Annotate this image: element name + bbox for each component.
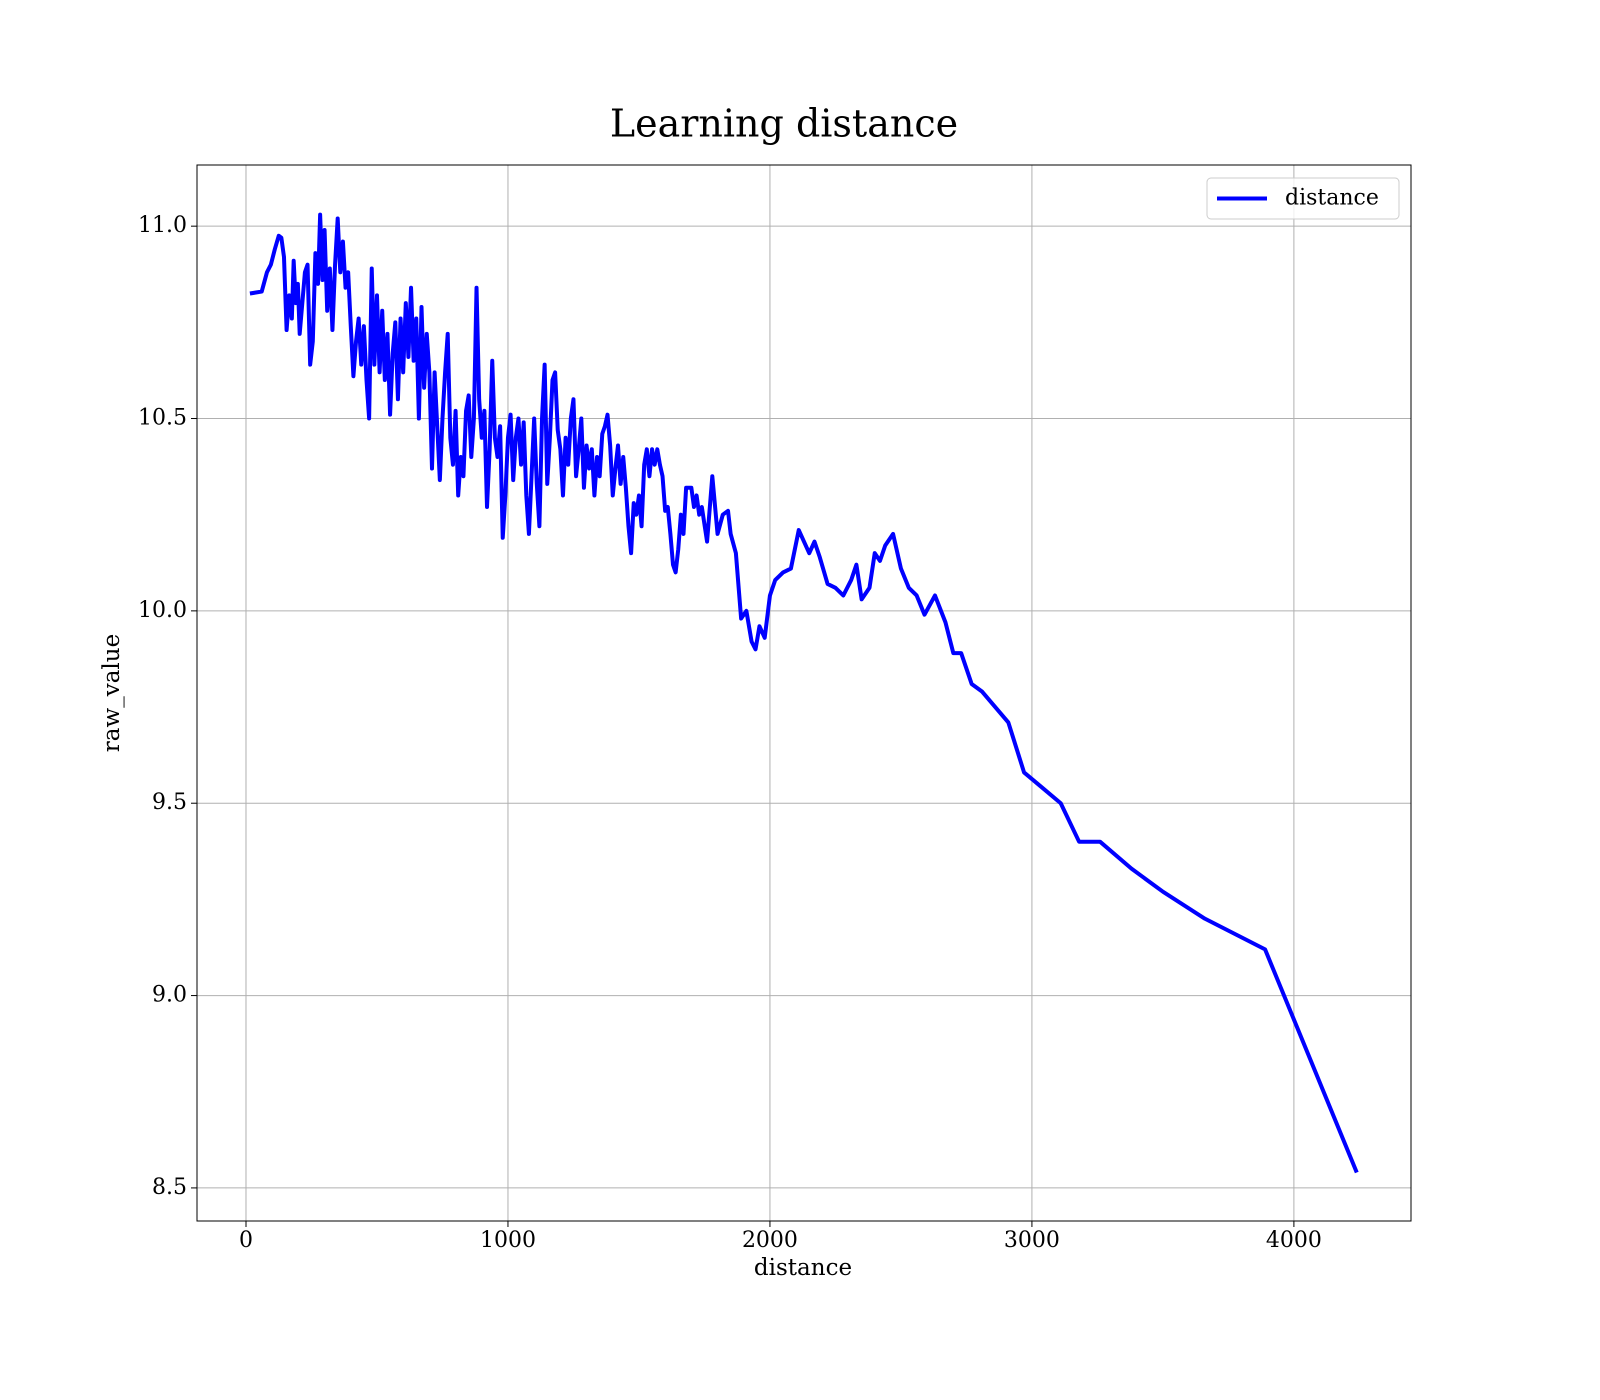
x-axis-label: distance: [754, 1255, 852, 1281]
chart-title: Learning distance: [610, 102, 958, 146]
x-tick-label: 0: [239, 1228, 253, 1253]
x-tick-label: 3000: [1004, 1228, 1060, 1253]
y-axis-label: raw_value: [99, 634, 125, 752]
y-tick-label: 8.5: [152, 1175, 187, 1200]
data-line: [249, 212, 1359, 1174]
y-tick-label: 10.0: [138, 598, 187, 623]
x-tick-label: 1000: [480, 1228, 536, 1253]
legend-label: distance: [1285, 186, 1379, 211]
y-tick-label: 9.0: [152, 983, 187, 1008]
y-tick-label: 10.5: [138, 406, 187, 431]
y-tick-label: 9.5: [152, 790, 187, 815]
legend-box: [1206, 177, 1400, 220]
plot-frame: [196, 164, 1412, 1222]
x-tick-label: 2000: [742, 1228, 798, 1253]
x-tick-label: 4000: [1266, 1228, 1322, 1253]
y-tick-label: 11.0: [138, 213, 187, 238]
